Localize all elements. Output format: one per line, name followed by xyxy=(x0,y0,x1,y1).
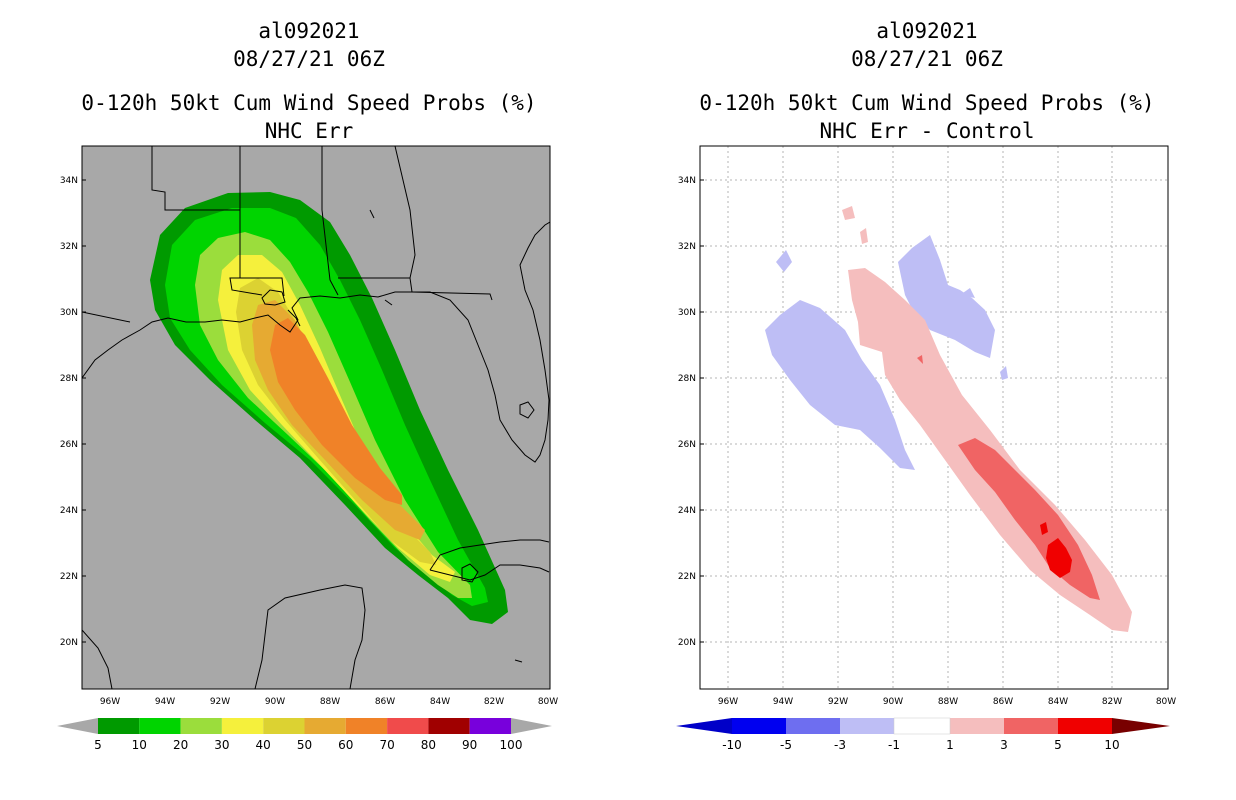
left-lat-tick: 28N xyxy=(60,374,78,384)
left-lat-tick: 30N xyxy=(60,308,78,318)
right-lat-tick: 26N xyxy=(678,440,696,450)
left-colorbar-label: 100 xyxy=(500,738,523,752)
left-colorbar-label: 5 xyxy=(94,738,102,752)
right-colorbar-label: -3 xyxy=(834,738,846,752)
right-colorbar-swatch xyxy=(1058,718,1112,734)
right-lon-tick: 86W xyxy=(993,697,1013,707)
right-lon-axis: 96W 94W 92W 90W 88W 86W 84W 82W 80W xyxy=(718,697,1176,707)
left-colorbar-swatch xyxy=(469,718,511,734)
right-lon-tick: 82W xyxy=(1102,697,1122,707)
right-lon-tick: 90W xyxy=(883,697,903,707)
right-lat-tick: 28N xyxy=(678,374,696,384)
left-lat-tick: 26N xyxy=(60,440,78,450)
right-colorbar-swatch xyxy=(894,718,950,734)
right-colorbar-label: 3 xyxy=(1000,738,1008,752)
left-colorbar-swatch xyxy=(263,718,305,734)
left-map-frame xyxy=(81,145,551,690)
right-lat-tick: 24N xyxy=(678,506,696,516)
right-colorbar-label: -1 xyxy=(888,738,900,752)
left-colorbar-swatch xyxy=(304,718,346,734)
left-lat-tick: 32N xyxy=(60,242,78,252)
right-lat-tick: 20N xyxy=(678,638,696,648)
right-colorbar-swatch xyxy=(1004,718,1058,734)
left-colorbar-label: 80 xyxy=(421,738,436,752)
right-lon-tick: 96W xyxy=(718,697,738,707)
left-colorbar-over-arrow xyxy=(511,718,552,734)
right-colorbar-swatch xyxy=(950,718,1004,734)
left-lat-tick: 34N xyxy=(60,176,78,186)
left-lon-tick: 82W xyxy=(484,697,504,707)
left-colorbar-label: 10 xyxy=(132,738,147,752)
left-lat-axis: 34N 32N 30N 28N 26N 24N 22N 20N xyxy=(60,176,86,648)
right-title-storm: al092021 xyxy=(876,19,978,43)
left-colorbar-swatch xyxy=(180,718,222,734)
right-title-product: 0-120h 50kt Cum Wind Speed Probs (%) xyxy=(699,91,1155,115)
right-map xyxy=(699,145,1169,690)
right-colorbar-swatch xyxy=(732,718,786,734)
left-colorbar-label: 70 xyxy=(379,738,394,752)
left-title-date: 08/27/21 06Z xyxy=(233,47,385,71)
left-probability-contours xyxy=(150,192,508,624)
left-colorbar-swatch xyxy=(428,718,470,734)
left-colorbar-swatch xyxy=(387,718,429,734)
left-lon-tick: 86W xyxy=(375,697,395,707)
right-colorbar-swatch xyxy=(840,718,894,734)
left-colorbar-label: 20 xyxy=(173,738,188,752)
left-lon-tick: 90W xyxy=(265,697,285,707)
left-lon-tick: 80W xyxy=(538,697,558,707)
left-lon-axis: 96W 94W 92W 90W 88W 86W 84W 82W 80W xyxy=(100,697,558,707)
left-lon-tick: 96W xyxy=(100,697,120,707)
right-difference-contours xyxy=(765,206,1132,632)
right-colorbar-label: 5 xyxy=(1054,738,1062,752)
left-colorbar-swatch xyxy=(221,718,264,734)
right-lon-tick: 94W xyxy=(773,697,793,707)
left-lon-tick: 94W xyxy=(155,697,175,707)
left-colorbar-swatch xyxy=(139,718,181,734)
left-title-storm: al092021 xyxy=(258,19,360,43)
left-colorbar-label: 30 xyxy=(214,738,229,752)
right-lon-tick: 92W xyxy=(828,697,848,707)
left-colorbar: 5 10 20 30 40 50 60 70 80 90 100 xyxy=(57,718,552,752)
left-colorbar-label: 50 xyxy=(297,738,312,752)
left-map xyxy=(81,145,551,690)
right-colorbar-label: -10 xyxy=(722,738,742,752)
right-title-subtitle: NHC Err - Control xyxy=(819,119,1035,143)
right-colorbar-label: 1 xyxy=(946,738,954,752)
left-lat-tick: 22N xyxy=(60,572,78,582)
right-colorbar-under-arrow xyxy=(676,718,732,734)
left-colorbar-label: 40 xyxy=(256,738,271,752)
right-lon-tick: 80W xyxy=(1156,697,1176,707)
right-colorbar-swatch xyxy=(786,718,840,734)
left-lon-tick: 84W xyxy=(430,697,450,707)
left-lat-tick: 20N xyxy=(60,638,78,648)
right-lon-tick: 84W xyxy=(1048,697,1068,707)
left-colorbar-label: 60 xyxy=(338,738,353,752)
left-colorbar-swatch xyxy=(98,718,140,734)
right-colorbar-label: -5 xyxy=(780,738,792,752)
right-colorbar-label: 10 xyxy=(1104,738,1119,752)
right-map-frame xyxy=(699,145,1169,690)
right-lat-axis: 34N 32N 30N 28N 26N 24N 22N 20N xyxy=(678,176,704,648)
right-lon-tick: 88W xyxy=(938,697,958,707)
left-colorbar-label: 90 xyxy=(462,738,477,752)
left-lon-tick: 92W xyxy=(210,697,230,707)
right-lat-tick: 32N xyxy=(678,242,696,252)
right-lat-tick: 22N xyxy=(678,572,696,582)
right-lat-tick: 34N xyxy=(678,176,696,186)
right-lat-tick: 30N xyxy=(678,308,696,318)
left-lon-tick: 88W xyxy=(320,697,340,707)
left-title-subtitle: NHC Err xyxy=(264,119,354,143)
left-colorbar-under-arrow xyxy=(57,718,98,734)
left-colorbar-swatch xyxy=(345,718,388,734)
left-lat-tick: 24N xyxy=(60,506,78,516)
right-colorbar: -10 -5 -3 -1 1 3 5 10 xyxy=(676,717,1170,752)
right-title-date: 08/27/21 06Z xyxy=(851,47,1003,71)
right-colorbar-over-arrow xyxy=(1112,718,1170,734)
left-title-product: 0-120h 50kt Cum Wind Speed Probs (%) xyxy=(81,91,537,115)
